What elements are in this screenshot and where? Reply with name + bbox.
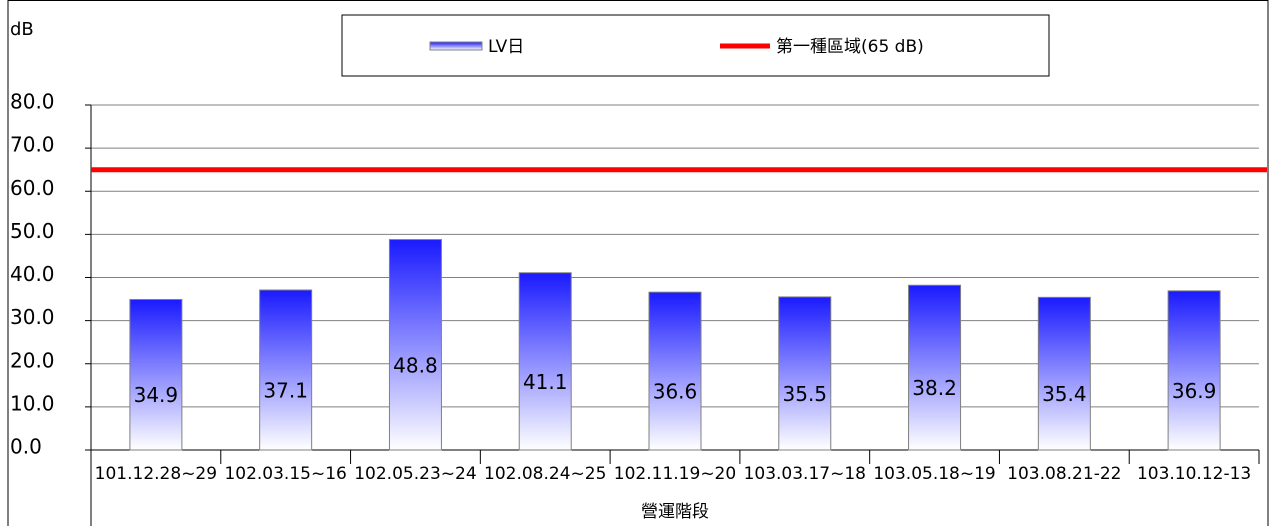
bar — [648, 291, 702, 451]
x-tick-label: 103.05.18~19 — [873, 464, 995, 484]
legend-swatch — [429, 41, 483, 51]
x-tick-label: 102.05.23~24 — [354, 464, 476, 484]
y-tick-label: 40.0 — [10, 262, 55, 286]
x-tick-label: 103.03.17~18 — [744, 464, 866, 484]
y-axis-label: dB — [10, 19, 34, 40]
y-tick-label: 60.0 — [10, 176, 55, 200]
x-tick-label: 101.12.28~29 — [95, 464, 217, 484]
data-label: 35.4 — [1042, 382, 1087, 406]
data-label: 37.1 — [263, 379, 308, 403]
x-tick-label: 102.11.19~20 — [614, 464, 736, 484]
data-label: 34.9 — [134, 383, 179, 407]
data-label: 38.2 — [912, 376, 957, 400]
bar — [908, 284, 962, 451]
bar — [1167, 290, 1221, 451]
y-tick-label: 20.0 — [10, 348, 55, 372]
data-label: 48.8 — [393, 353, 438, 377]
bar — [259, 289, 313, 451]
data-label: 36.9 — [1172, 379, 1217, 403]
data-label: 36.6 — [653, 380, 698, 404]
x-tick-label: 103.08.21-22 — [1007, 464, 1121, 484]
y-tick-label: 50.0 — [10, 219, 55, 243]
bar — [388, 239, 442, 451]
legend-label: LV日 — [488, 37, 524, 57]
bar — [129, 298, 183, 451]
x-tick-label: 102.03.15~16 — [224, 464, 346, 484]
bar — [518, 272, 572, 451]
bar — [778, 296, 832, 451]
data-label: 41.1 — [523, 370, 568, 394]
legend-label: 第一種區域(65 dB) — [776, 37, 924, 57]
y-tick-label: 70.0 — [10, 133, 55, 157]
bar — [1037, 296, 1091, 451]
x-axis-label: 營運階段 — [641, 502, 709, 522]
y-tick-label: 0.0 — [10, 435, 42, 459]
y-tick-label: 30.0 — [10, 305, 55, 329]
y-tick-label: 80.0 — [10, 90, 55, 114]
x-tick-label: 103.10.12-13 — [1137, 464, 1251, 484]
y-tick-label: 10.0 — [10, 391, 55, 415]
x-tick-label: 102.08.24~25 — [484, 464, 606, 484]
data-label: 35.5 — [783, 382, 828, 406]
